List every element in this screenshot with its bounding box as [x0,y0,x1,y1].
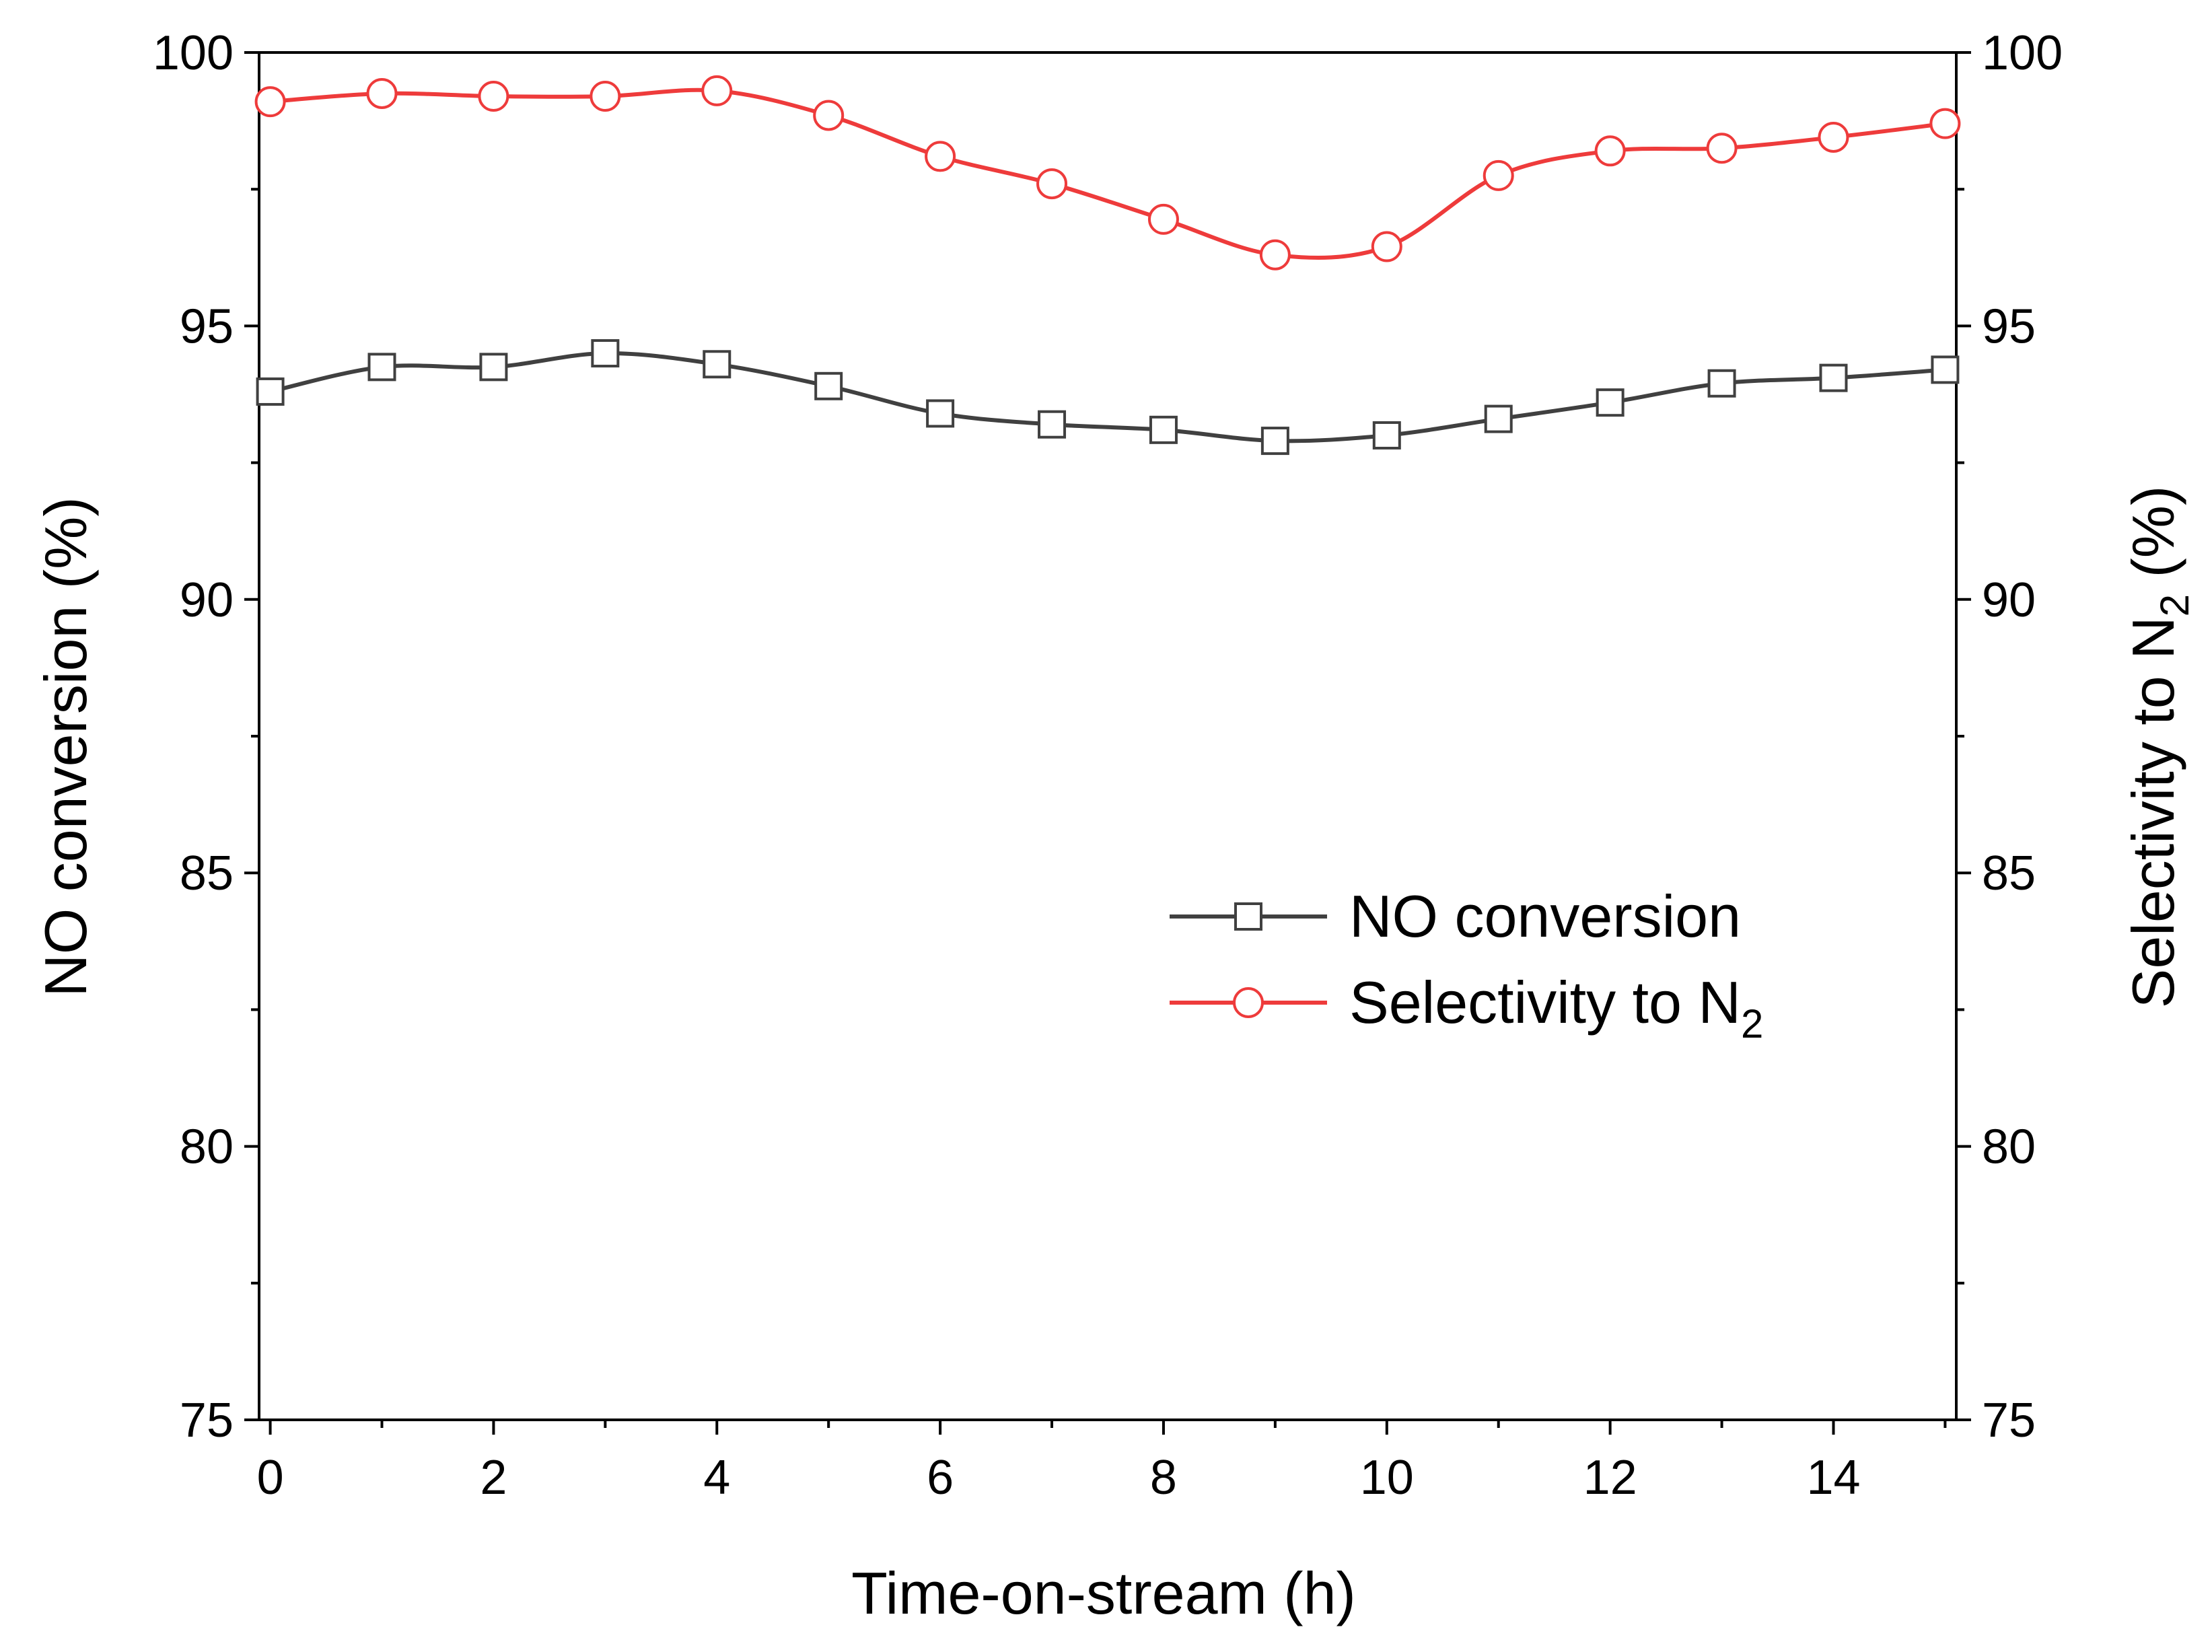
y-left-tick-label: 75 [180,1394,234,1447]
data-point-selectivity [478,81,509,112]
x-tick-label: 10 [1360,1451,1414,1505]
axes-layer: 0 2 4 6 8 10 12 14 75 75 80 80 85 85 90 90 95 95 100 100 [153,26,2063,1505]
y-left-tick-label: 90 [180,573,234,627]
data-point-selectivity [925,141,956,172]
y-axis-right-title: Selectivity to N2 (%) [2120,486,2197,1009]
y-axis-right-title-subscript: 2 [2152,594,2197,616]
plot-frame [258,51,1958,1421]
legend-label-selectivity-main: Selectivity to N [1349,969,1741,1036]
data-point-no-conversion [1149,415,1178,444]
y-left-tick-label: 95 [180,299,234,353]
data-point-selectivity [1706,133,1738,164]
y-axis-right-title-suffix: (%) [2120,486,2186,594]
data-point-no-conversion [1596,388,1625,417]
legend-marker-no-conversion [1234,902,1262,931]
data-point-selectivity [1036,168,1068,200]
x-tick-label: 8 [1150,1451,1177,1505]
data-point-selectivity [813,100,845,131]
data-point-selectivity [1259,239,1291,271]
data-point-no-conversion [1819,363,1848,392]
legend-label-selectivity: Selectivity to N2 [1349,969,1763,1046]
y-left-tick-label: 80 [180,1120,234,1174]
y-right-tick-label: 90 [1982,573,2036,627]
y-right-tick-label: 85 [1982,847,2036,900]
data-point-no-conversion [1931,355,1960,384]
data-point-selectivity [254,86,286,118]
data-point-selectivity [366,77,398,109]
data-point-no-conversion [591,339,620,368]
legend-label-selectivity-subscript: 2 [1741,1001,1763,1046]
series-line-selectivity [270,87,1946,260]
y-left-tick-label: 85 [180,847,234,900]
data-point-selectivity [701,75,733,106]
data-point-no-conversion [1707,369,1736,398]
data-point-no-conversion [367,353,396,382]
x-tick-label: 2 [480,1451,507,1505]
data-point-selectivity [590,81,621,112]
data-point-selectivity [1929,108,1961,139]
x-tick-label: 0 [257,1451,284,1505]
data-point-no-conversion [1260,427,1289,456]
data-point-selectivity [1818,121,1849,153]
data-point-no-conversion [256,377,285,406]
data-point-no-conversion [1372,421,1401,450]
data-point-no-conversion [479,353,508,382]
data-point-selectivity [1483,159,1514,191]
data-point-no-conversion [703,350,732,379]
data-point-no-conversion [814,371,843,400]
y-axis-right-title-main: Selectivity to N [2120,616,2186,1008]
y-right-tick-label: 100 [1982,26,2063,80]
y-left-tick-label: 100 [153,26,234,80]
y-right-tick-label: 80 [1982,1120,2036,1174]
data-point-no-conversion [1484,404,1513,433]
series-line-no-conversion [269,351,1946,443]
x-axis-title: Time-on-stream (h) [851,1560,1356,1626]
y-right-tick-label: 95 [1982,299,2036,353]
legend-label-no-conversion: NO conversion [1349,883,1741,949]
x-tick-label: 14 [1806,1451,1860,1505]
legend: NO conversion Selectivity to N2 [1170,883,1763,1046]
y-axis-left-title: NO conversion (%) [32,497,99,997]
data-point-selectivity [1147,203,1179,235]
series-layer [254,75,1961,456]
y-right-tick-label: 75 [1982,1394,2036,1447]
data-point-no-conversion [926,399,955,428]
legend-marker-selectivity [1233,987,1264,1018]
data-point-selectivity [1594,135,1626,167]
data-point-no-conversion [1038,410,1067,439]
x-tick-label: 6 [927,1451,954,1505]
x-tick-label: 4 [703,1451,730,1505]
x-tick-label: 12 [1583,1451,1637,1505]
series-no-conversion [256,339,1960,456]
data-point-selectivity [1371,231,1402,262]
series-selectivity [254,75,1961,271]
